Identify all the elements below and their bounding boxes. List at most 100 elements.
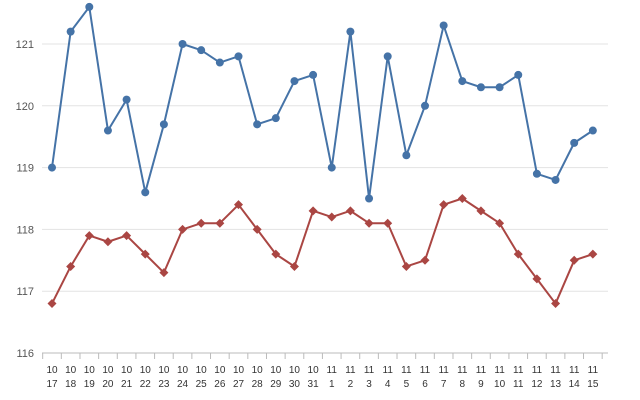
data-point — [271, 249, 281, 259]
data-point — [215, 218, 225, 228]
x-tick-label-day: 23 — [158, 379, 170, 390]
data-point — [159, 268, 169, 278]
x-tick-label-month: 10 — [308, 365, 320, 376]
data-point — [309, 70, 318, 79]
data-point — [514, 70, 523, 79]
x-tick-label-month: 10 — [140, 365, 152, 376]
x-axis-ticks: 1017101810191020102110221023102410251026… — [46, 365, 598, 390]
data-point — [122, 231, 132, 241]
y-tick-label: 121 — [16, 39, 34, 51]
y-tick-label: 117 — [16, 286, 34, 298]
x-tick-label-day: 7 — [441, 379, 447, 390]
x-tick-label-month: 10 — [196, 365, 208, 376]
series — [47, 2, 598, 309]
data-point — [84, 231, 94, 241]
y-axis-ticks: 116 117 118 119 120 121 — [16, 39, 34, 360]
x-tick-label-day: 27 — [233, 379, 245, 390]
x-tick-label-month: 11 — [532, 365, 543, 376]
data-point — [532, 169, 541, 178]
x-tick-label-day: 24 — [177, 379, 189, 390]
data-point — [383, 52, 392, 61]
x-tick-label-month: 10 — [270, 365, 282, 376]
x-tick-label-day: 13 — [550, 379, 562, 390]
data-point — [569, 255, 579, 265]
x-tick-label-month: 10 — [46, 365, 58, 376]
data-point — [103, 237, 113, 247]
x-tick-label-month: 10 — [158, 365, 170, 376]
data-point — [234, 52, 243, 61]
x-axis — [42, 352, 608, 359]
x-tick-label-month: 11 — [588, 365, 599, 376]
x-tick-label-day: 20 — [102, 379, 114, 390]
series-1 — [48, 2, 597, 203]
x-tick-label-day: 1 — [329, 379, 335, 390]
data-point — [345, 206, 355, 216]
x-tick-label-day: 6 — [422, 379, 428, 390]
data-point — [458, 77, 467, 86]
data-point — [364, 218, 374, 228]
data-point — [234, 200, 243, 210]
x-tick-label-month: 10 — [214, 365, 226, 376]
data-point — [85, 2, 94, 11]
data-point — [476, 206, 486, 216]
data-point — [532, 274, 542, 284]
x-tick-label-day: 21 — [121, 379, 133, 390]
data-point — [178, 40, 187, 48]
x-tick-label-month: 10 — [84, 365, 96, 376]
data-point — [495, 83, 504, 92]
x-tick-label-day: 30 — [289, 379, 301, 390]
data-point — [196, 218, 206, 228]
x-tick-label-month: 11 — [550, 365, 561, 376]
x-tick-label-day: 28 — [252, 379, 264, 390]
data-point — [253, 120, 262, 129]
data-point — [308, 206, 318, 216]
data-point — [178, 224, 188, 234]
data-point — [289, 261, 299, 271]
x-tick-label-day: 25 — [196, 379, 208, 390]
data-point — [457, 194, 467, 203]
y-tick-label: 116 — [16, 348, 34, 360]
data-point — [48, 163, 56, 172]
x-tick-label-day: 29 — [270, 379, 282, 390]
series-line — [51, 197, 594, 305]
gridlines — [42, 43, 608, 292]
data-point — [327, 212, 337, 222]
x-tick-label-day: 18 — [65, 379, 77, 390]
data-point — [66, 27, 75, 36]
data-point — [401, 261, 411, 271]
x-tick-label-day: 3 — [366, 379, 372, 390]
data-point — [570, 138, 579, 147]
data-point — [271, 114, 280, 123]
data-point — [421, 101, 429, 110]
data-point — [551, 175, 560, 184]
data-point — [346, 27, 355, 36]
x-tick-label-day: 5 — [404, 379, 410, 390]
x-tick-label-day: 2 — [348, 379, 354, 390]
data-point — [140, 249, 150, 259]
data-point — [66, 261, 76, 271]
x-tick-label-month: 11 — [401, 365, 412, 376]
x-tick-label-month: 10 — [65, 365, 77, 376]
x-tick-label-day: 19 — [84, 379, 96, 390]
x-tick-label-day: 31 — [308, 379, 320, 390]
x-tick-label-month: 10 — [102, 365, 114, 376]
x-tick-label-month: 11 — [345, 365, 356, 376]
x-tick-label-day: 14 — [569, 379, 581, 390]
x-tick-label-month: 11 — [476, 365, 487, 376]
y-tick-label: 120 — [16, 101, 34, 113]
x-tick-label-day: 8 — [460, 379, 466, 390]
series-2 — [47, 194, 598, 309]
data-point — [47, 299, 57, 309]
data-point — [215, 58, 224, 67]
x-tick-label-month: 10 — [121, 365, 133, 376]
data-point — [383, 218, 393, 228]
y-tick-label: 118 — [16, 224, 34, 236]
data-point — [551, 299, 561, 309]
data-point — [141, 188, 150, 197]
x-tick-label-month: 11 — [513, 365, 524, 376]
x-tick-label-day: 10 — [494, 379, 506, 390]
data-point — [588, 249, 598, 259]
x-tick-label-day: 11 — [513, 379, 524, 390]
x-tick-label-month: 11 — [383, 365, 394, 376]
